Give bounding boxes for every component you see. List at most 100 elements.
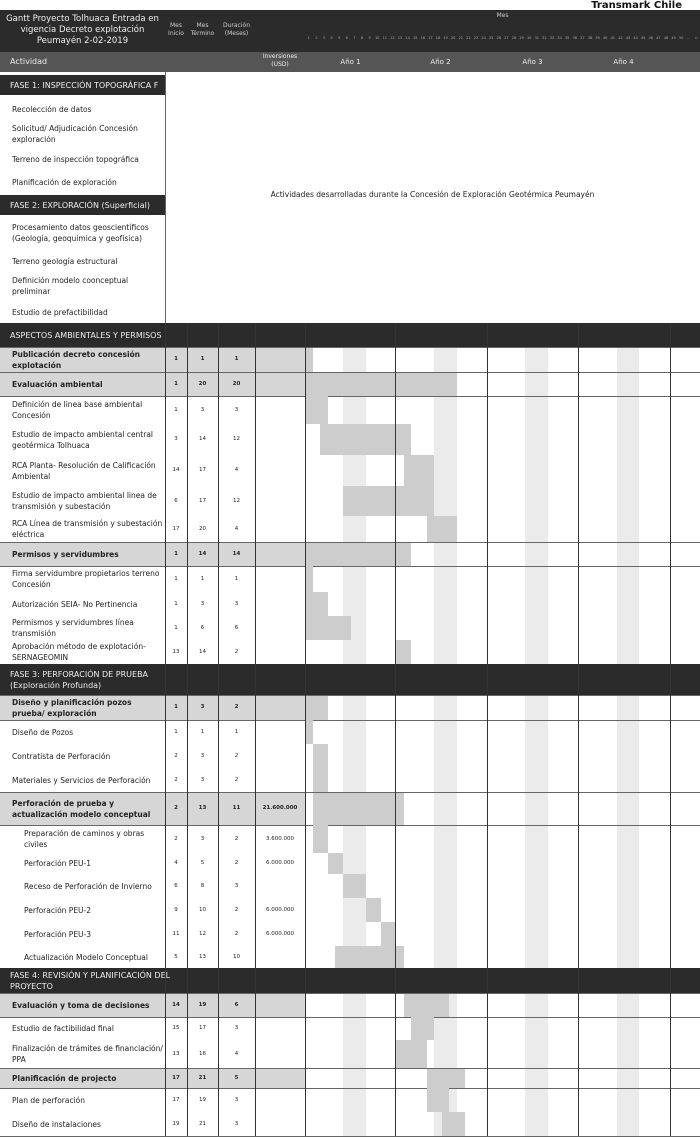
duration: 4 xyxy=(234,525,239,532)
month-label: 50 xyxy=(678,36,684,40)
duration: 4 xyxy=(234,467,239,473)
duration: 2 xyxy=(234,930,239,937)
month-label: 39 xyxy=(595,36,600,40)
month-label: 18 xyxy=(435,36,441,40)
activity-label: Preparación de caminos y obras civiles xyxy=(24,829,145,849)
start-month: 17 xyxy=(172,1096,180,1103)
month-label: 22 xyxy=(466,36,471,40)
end-month: 3 xyxy=(200,704,205,710)
activity-label: RCA Línea de transmisión y subestación e… xyxy=(12,519,163,539)
column-divider xyxy=(487,323,488,1137)
row-border xyxy=(0,396,700,397)
month-label: 7 xyxy=(353,36,356,40)
gantt-bar xyxy=(335,946,404,968)
end-month: 12 xyxy=(199,930,206,937)
gantt-title: Gantt Proyecto Tolhuaca Entrada en vigen… xyxy=(6,14,159,46)
start-month: 1 xyxy=(174,575,178,582)
gantt-bar xyxy=(396,1040,427,1068)
month-label: 16 xyxy=(420,36,426,40)
summary-background xyxy=(0,542,305,566)
gantt-bar xyxy=(305,720,313,744)
activity-label: Evaluación ambiental xyxy=(12,379,103,389)
month-label: 47 xyxy=(656,36,661,40)
activity-label: Receso de Perforación de Invierno xyxy=(24,881,152,891)
end-month: 1 xyxy=(200,356,205,362)
month-label: 45 xyxy=(640,36,646,40)
column-divider xyxy=(255,323,256,1137)
duration: 14 xyxy=(232,550,241,557)
divider xyxy=(165,72,166,323)
table-row: Materiales y Servicios de Perforación 2 3 2 xyxy=(0,768,700,792)
month-label: 48 xyxy=(663,36,669,40)
gantt-bar xyxy=(305,372,457,396)
month-label: 4 xyxy=(330,36,333,40)
column-divider xyxy=(305,323,306,1137)
row-border xyxy=(0,1017,700,1018)
gantt-bar xyxy=(327,853,343,874)
table-row: Estudio de impacto ambiental linea de tr… xyxy=(0,486,700,516)
activity-label: Planificación de exploración xyxy=(12,177,117,187)
month-label: 32 xyxy=(542,36,547,40)
end-month: 5 xyxy=(200,860,205,866)
summary-background xyxy=(0,347,305,372)
start-month: 4 xyxy=(174,860,178,866)
row-border xyxy=(0,1088,700,1089)
table-row: Actualización Modelo Conceptual 5 13 10 xyxy=(0,946,700,968)
activity-label: Firma servidumbre propietarios terreno C… xyxy=(12,569,160,589)
activity-label: Perforación PEU-1 xyxy=(24,859,92,868)
row-border xyxy=(0,347,700,348)
end-month: 17 xyxy=(199,467,206,473)
gantt-bar xyxy=(426,516,457,542)
month-label: ... xyxy=(687,36,691,40)
end-month: 19 xyxy=(199,1096,206,1103)
end-month: 10 xyxy=(199,906,206,913)
subheader: Actividad Inversiones (USD) Año 1 Año 2 … xyxy=(0,52,700,72)
start-month: 1 xyxy=(174,600,178,607)
month-label: 33 xyxy=(549,36,555,40)
end-month: 20 xyxy=(199,525,206,532)
investment: 21.600.000 xyxy=(262,805,298,811)
start-month: 1 xyxy=(174,550,178,557)
phase-label: FASE 4: REVISIÓN Y PLANIFICACIÓN DEL PRO… xyxy=(10,970,171,991)
end-month: 3 xyxy=(200,600,205,607)
end-month: 21 xyxy=(198,1074,207,1081)
duration: 2 xyxy=(234,860,239,866)
start-month: 19 xyxy=(172,1121,180,1127)
summary-row: Permisos y servidumbres 1 14 14 xyxy=(0,542,700,566)
month-label: 42 xyxy=(618,36,623,40)
start-month: 15 xyxy=(172,1025,180,1031)
start-month: 14 xyxy=(172,467,180,473)
end-month: 21 xyxy=(199,1121,206,1127)
month-label: 23 xyxy=(473,36,479,40)
year-1: Año 1 xyxy=(340,58,361,66)
end-month: 14 xyxy=(199,648,206,655)
duration: 11 xyxy=(232,805,241,811)
activity-label: Finalización de trámites de financiación… xyxy=(12,1044,163,1064)
activity-label: Estudio de impacto ambiental central geo… xyxy=(12,429,154,450)
year-4: Año 4 xyxy=(613,58,634,66)
duration: 2 xyxy=(234,906,239,913)
month-label: 38 xyxy=(587,36,593,40)
row-border xyxy=(0,542,700,543)
month-label: n xyxy=(695,36,698,40)
gantt-bar xyxy=(343,874,366,898)
gantt-bar xyxy=(305,592,328,616)
table-row: Perforación PEU-2 9 10 2 6.000.000 xyxy=(0,898,700,922)
activity-label: Estudio de factibilidad final xyxy=(12,1024,114,1033)
activity-label: Evaluación y toma de decisiones xyxy=(12,1000,150,1010)
activity-label: Planificación de projecto xyxy=(12,1073,117,1083)
gantt-bar xyxy=(305,347,313,372)
duration: 10 xyxy=(233,953,240,960)
summary-background xyxy=(0,372,305,396)
gantt-bar xyxy=(305,566,313,592)
table-row: Contratista de Perforación 2 3 2 xyxy=(0,744,700,768)
summary-background xyxy=(0,695,305,720)
end-month: 3 xyxy=(200,835,205,842)
gantt-bar xyxy=(312,768,328,792)
duration: 12 xyxy=(233,497,240,504)
start-month: 13 xyxy=(172,648,180,655)
col-mes-termino: Mes Término xyxy=(190,22,215,37)
start-month: 11 xyxy=(172,930,180,937)
month-label: 37 xyxy=(580,36,585,40)
summary-row: Diseño y planificación pozos prueba/ exp… xyxy=(0,695,700,720)
